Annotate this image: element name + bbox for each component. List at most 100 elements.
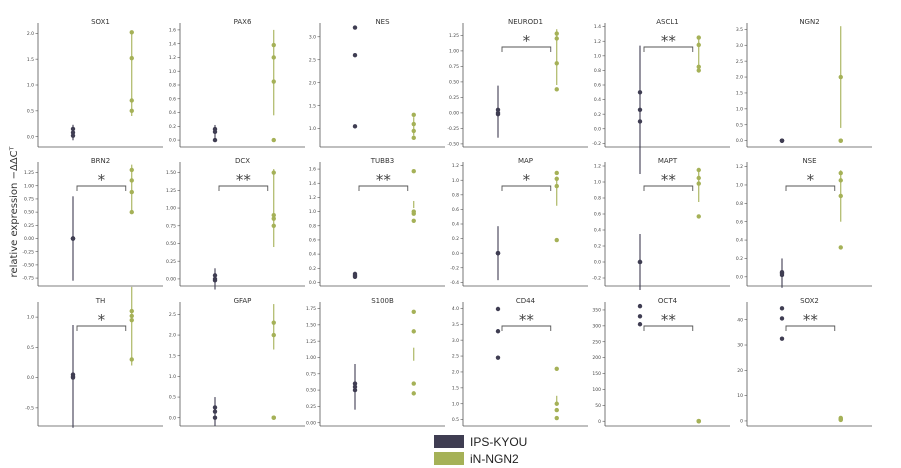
y-tick-label: -0.25 [447,126,459,132]
panel-nse: 0.0 0.2 0.4 0.6 0.8 1.0 1.2 NSE * [736,157,872,288]
y-tick-label: 1.50 [166,170,176,176]
y-tick-label: 0.00 [24,236,34,242]
y-tick-label: 1.2 [594,39,601,45]
data-point [554,237,559,243]
panel-title: S100B [371,297,394,305]
data-point [352,387,358,393]
y-tick-label: 1.0 [169,69,176,75]
data-point [838,170,843,176]
y-tick-label: 0 [740,419,743,425]
data-point [212,405,218,410]
y-tick-label: 0.0 [169,138,176,144]
legend: IPS-KYOU iN-NGN2 [434,435,527,466]
panel-title: SOX1 [91,18,110,26]
data-point [554,87,559,92]
y-tick-label: -0.2 [592,141,601,147]
legend-swatch-in [434,452,464,465]
y-tick-label: 1.2 [736,164,743,170]
significance-label: * [523,171,531,189]
data-point [637,322,643,327]
y-tick-label: 1.25 [166,188,176,194]
significance-label: ** [661,171,677,189]
y-tick-label: 4.0 [452,306,459,312]
panel-title: BRN2 [91,157,110,165]
y-tick-label: 0.25 [166,259,176,265]
data-point [129,317,134,323]
y-tick-label: 0.4 [594,228,601,234]
y-tick-label: 1.5 [27,57,34,63]
panel-ascl1: -0.2 0.0 0.2 0.4 0.6 0.8 1.0 1.2 1.4 ASCL1 ** [592,18,730,174]
y-tick-label: 0.75 [166,223,176,229]
y-tick-label: 0.25 [449,95,459,101]
data-point [554,61,559,66]
y-tick-label: 1.00 [24,183,34,189]
data-point [779,270,785,276]
significance-bracket [76,185,127,191]
data-point [838,178,843,183]
panel-s100b: 0.00 0.25 0.50 0.75 1.00 1.25 1.50 1.75 S100B [306,297,445,427]
y-tick-label: 2.0 [452,370,459,376]
y-tick-label: 0.50 [306,388,316,394]
y-tick-label: 1.00 [449,49,459,55]
data-point [129,357,134,362]
significance-label: ** [803,311,819,329]
y-tick-label: 200 [592,355,601,361]
y-tick-label: 0.2 [169,124,176,130]
panel-ngn2: 0.0 0.5 1.0 1.5 2.0 2.5 3.0 3.5 NGN2 [736,18,872,148]
panel-cd44: 0.5 1.0 1.5 2.0 2.5 3.0 3.5 4.0 CD44 ** [452,297,588,427]
data-point [779,306,785,311]
y-tick-label: 1.75 [306,306,316,312]
significance-label: * [98,171,106,189]
data-point [779,336,785,341]
data-point [637,90,643,95]
y-tick-label: 250 [592,339,601,345]
data-point [411,391,416,396]
data-point [70,130,76,135]
panel-mapt: -0.2 0.0 0.2 0.4 0.6 0.8 1.0 1.2 MAPT ** [592,157,730,290]
data-point [411,211,416,216]
data-point [271,170,276,175]
data-point [696,35,701,40]
panel-map: -0.4 -0.2 0.0 0.2 0.4 0.6 0.8 1.0 1.2 MAP * [450,157,588,287]
y-tick-label: 2.5 [736,59,743,65]
data-point [696,42,701,48]
data-point [495,107,501,113]
y-tick-label: 1.25 [306,339,316,345]
panel-title: CD44 [516,297,536,305]
y-tick-label: 0.6 [594,212,601,218]
panel-brn2: -0.75 -0.50 -0.25 0.00 0.25 0.50 0.75 1.00 1.25 B… [22,157,163,287]
y-tick-label: 0.8 [594,68,601,74]
y-tick-label: 100 [592,387,601,393]
y-tick-label: 30 [737,343,743,349]
y-tick-label: 0.0 [27,375,34,381]
y-tick-label: 0.2 [594,112,601,118]
data-point [271,320,276,325]
data-point [352,381,358,386]
significance-bracket [643,325,694,331]
data-point [696,68,701,73]
data-point [129,189,134,195]
panel-grid: 0.0 0.5 1.0 1.5 2.0 SOX1 0.0 0.2 0.4 0.6 0.8 1.0 1.2… [22,18,872,428]
y-tick-label: 350 [592,308,601,314]
data-point [271,223,276,228]
data-point [411,135,416,141]
panel-title: MAP [518,157,533,165]
significance-label: ** [519,311,535,329]
y-tick-label: 3.5 [452,322,459,328]
y-tick-label: 2.0 [736,75,743,81]
y-tick-label: 3.0 [452,338,459,344]
y-tick-label: 2.0 [27,31,34,37]
y-tick-label: 2.0 [169,333,176,339]
y-tick-label: -0.2 [592,276,601,282]
significance-bracket [76,325,127,331]
data-point [495,250,501,256]
y-tick-label: 0.25 [306,404,316,410]
significance-label: ** [236,171,252,189]
data-point [838,193,843,199]
panel-title: NES [375,18,390,26]
panel-neurod1: -0.50 -0.25 0.00 0.25 0.50 0.75 1.00 1.25 NEUROD… [447,18,588,148]
y-tick-label: 0.4 [452,222,459,228]
data-point [696,418,701,424]
data-point [212,278,218,283]
y-tick-label: 1.0 [736,106,743,112]
